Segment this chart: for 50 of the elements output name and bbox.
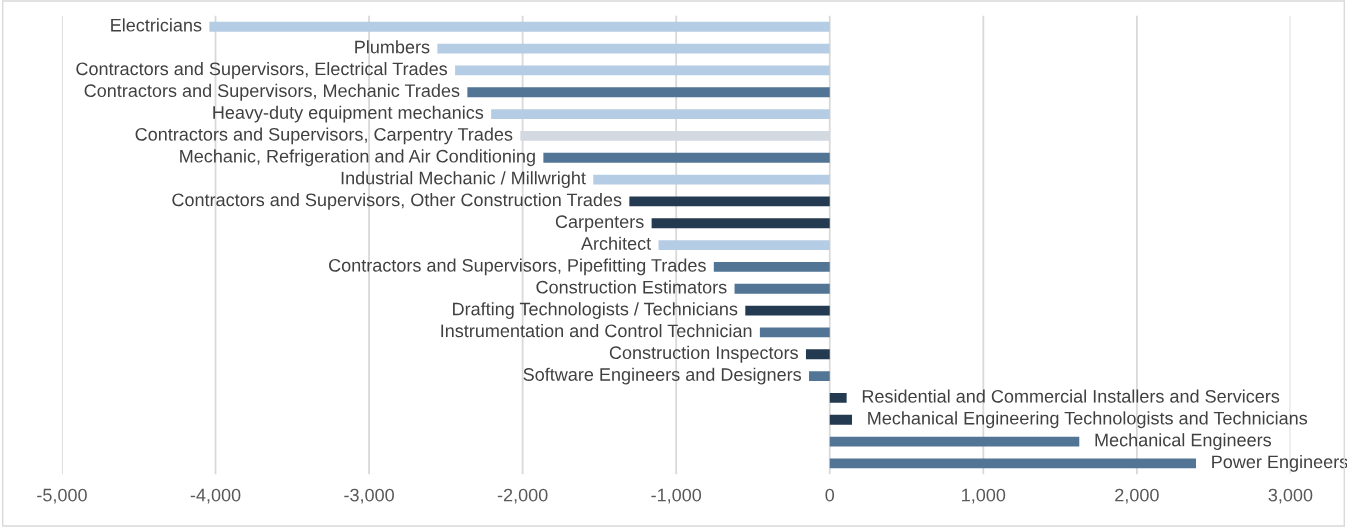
y-tick-label: Contractors and Supervisors, Mechanic Trades (84, 83, 460, 101)
bar (467, 87, 830, 98)
y-tick-label: Contractors and Supervisors, Electrical Trades (76, 61, 448, 79)
y-tick-label: Drafting Technologists / Technicians (453, 302, 738, 319)
x-tick-label: -4,000 (190, 488, 241, 504)
bar (759, 327, 830, 338)
y-tick-label: Construction Estimators (536, 280, 727, 294)
bar (829, 436, 1080, 447)
x-tick-label: 0 (825, 488, 835, 502)
y-tick-label: Contractors and Supervisors, Carpentry Trades (135, 127, 513, 145)
bar (437, 43, 830, 54)
bar (209, 21, 830, 32)
y-tick-label: Architect (580, 236, 652, 250)
bar (734, 283, 830, 294)
bar (829, 392, 847, 403)
y-tick-label: Construction Inspectors (609, 345, 798, 363)
y-tick-label: Electricians (111, 18, 202, 32)
bar (829, 414, 853, 425)
y-tick-label: Power Engineers (1212, 454, 1347, 472)
x-tick-label: 3,000 (1268, 488, 1313, 504)
bar (829, 458, 1196, 469)
x-tick-label: -2,000 (497, 488, 548, 504)
y-tick-label: Contractors and Supervisors, Other Construction Trades (172, 192, 622, 210)
bar (455, 65, 830, 76)
bar (713, 261, 830, 272)
bar (593, 174, 830, 185)
y-tick-label: Mechanical Engineers (1095, 433, 1272, 450)
y-tick-label: Mechanic, Refrigeration and Air Conditioning (180, 149, 535, 167)
y-tick-label: Contractors and Supervisors, Pipefitting Trades (329, 258, 706, 276)
bar (651, 218, 830, 229)
x-tick-label: -5,000 (37, 488, 87, 504)
bar (805, 349, 830, 360)
y-tick-label: Heavy-duty equipment mechanics (213, 105, 484, 123)
y-tick-label: Software Engineers and Designers (523, 367, 802, 385)
bar (745, 305, 830, 316)
x-tick-label: 2,000 (1115, 488, 1159, 504)
x-tick-label: -3,000 (344, 488, 394, 504)
bar (658, 240, 830, 250)
x-tick-label: -1,000 (651, 488, 702, 504)
y-tick-label: Residential and Commercial Installers and Servicers (862, 389, 1280, 403)
bar (543, 152, 830, 163)
y-tick-label: Carpenters (555, 215, 644, 232)
x-tick-label: 1,000 (962, 488, 1006, 504)
bar (809, 371, 830, 381)
bar (491, 109, 830, 119)
bar (629, 196, 830, 207)
y-tick-label: Mechanical Engineering Technologists and Technicians (868, 411, 1308, 429)
y-tick-label: Industrial Mechanic / Millwright (341, 171, 586, 188)
y-tick-label: Instrumentation and Control Technician (441, 323, 752, 338)
y-tick-label: Plumbers (355, 40, 430, 54)
